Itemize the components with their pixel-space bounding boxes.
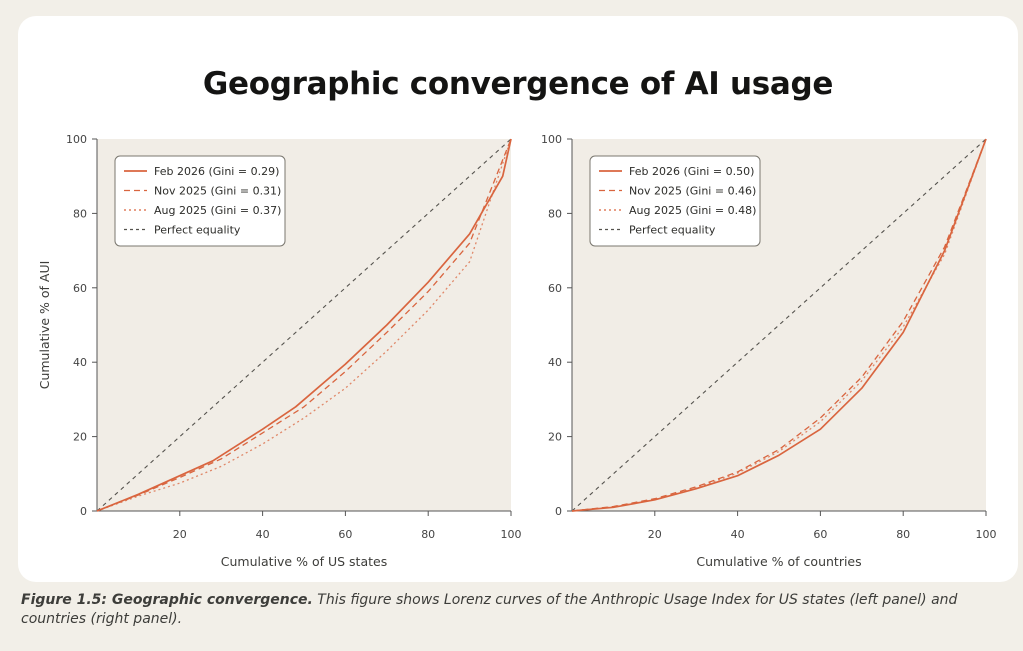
x-tick-label: 40 — [256, 528, 270, 541]
legend-box — [589, 155, 761, 247]
series-line-solid — [96, 138, 512, 512]
legend: Feb 2026 (Gini = 0.50) Nov 2025 (Gini = 0… — [589, 155, 761, 247]
y-tick-label: 80 — [73, 207, 87, 220]
x-tick-label: 20 — [648, 528, 662, 541]
series-line-solid — [571, 138, 987, 512]
y-tick-label: 80 — [548, 207, 562, 220]
y-tick-label: 60 — [548, 282, 562, 295]
caption-text: This figure shows Lorenz curves of the A… — [21, 592, 958, 627]
legend-label: Perfect equality — [629, 224, 716, 237]
x-tick-label: 20 — [173, 528, 187, 541]
figure-title: Geographic convergence of AI usage — [202, 66, 834, 102]
legend-label: Feb 2026 (Gini = 0.29) — [154, 165, 279, 178]
y-tick-label: 100 — [66, 133, 87, 146]
legend-label: Nov 2025 (Gini = 0.46) — [629, 185, 756, 198]
x-tick-label: 60 — [338, 528, 352, 541]
x-tick-label: 40 — [731, 528, 745, 541]
legend-label: Perfect equality — [154, 224, 241, 237]
x-tick-label: 100 — [976, 528, 997, 541]
y-tick-label: 20 — [548, 431, 562, 444]
y-tick-label: 100 — [541, 133, 562, 146]
y-tick-label: 40 — [548, 356, 562, 369]
y-tick-label: 20 — [73, 431, 87, 444]
legend-label: Nov 2025 (Gini = 0.31) — [154, 185, 281, 198]
legend-label: Aug 2025 (Gini = 0.37) — [154, 204, 281, 217]
caption-label: Figure 1.5: Geographic convergence. — [21, 592, 313, 608]
left-panel: 0 20 40 60 80 100 20 40 60 80 100 Cumulative % of U… — [37, 133, 522, 569]
x-tick-label: 60 — [813, 528, 827, 541]
x-tick-label: 80 — [896, 528, 910, 541]
legend-box — [114, 155, 286, 247]
figure-caption: Figure 1.5: Geographic convergence. This… — [21, 591, 1006, 629]
y-tick-label: 40 — [73, 356, 87, 369]
y-tick-label: 0 — [555, 505, 562, 518]
x-axis-label: Cumulative % of US states — [221, 554, 387, 569]
right-panel: 0 20 40 60 80 100 20 40 60 80 100 Cumulative % of c… — [541, 133, 997, 569]
legend-label: Aug 2025 (Gini = 0.48) — [629, 204, 756, 217]
series-line-dashed — [96, 138, 512, 512]
y-axis-label: Cumulative % of AUI — [37, 261, 52, 390]
legend: Feb 2026 (Gini = 0.29) Nov 2025 (Gini = 0… — [114, 155, 286, 247]
x-tick-label: 80 — [421, 528, 435, 541]
x-tick-label: 100 — [501, 528, 522, 541]
y-tick-label: 60 — [73, 282, 87, 295]
legend-label: Feb 2026 (Gini = 0.50) — [629, 165, 754, 178]
y-tick-label: 0 — [80, 505, 87, 518]
x-axis-label: Cumulative % of countries — [696, 554, 861, 569]
